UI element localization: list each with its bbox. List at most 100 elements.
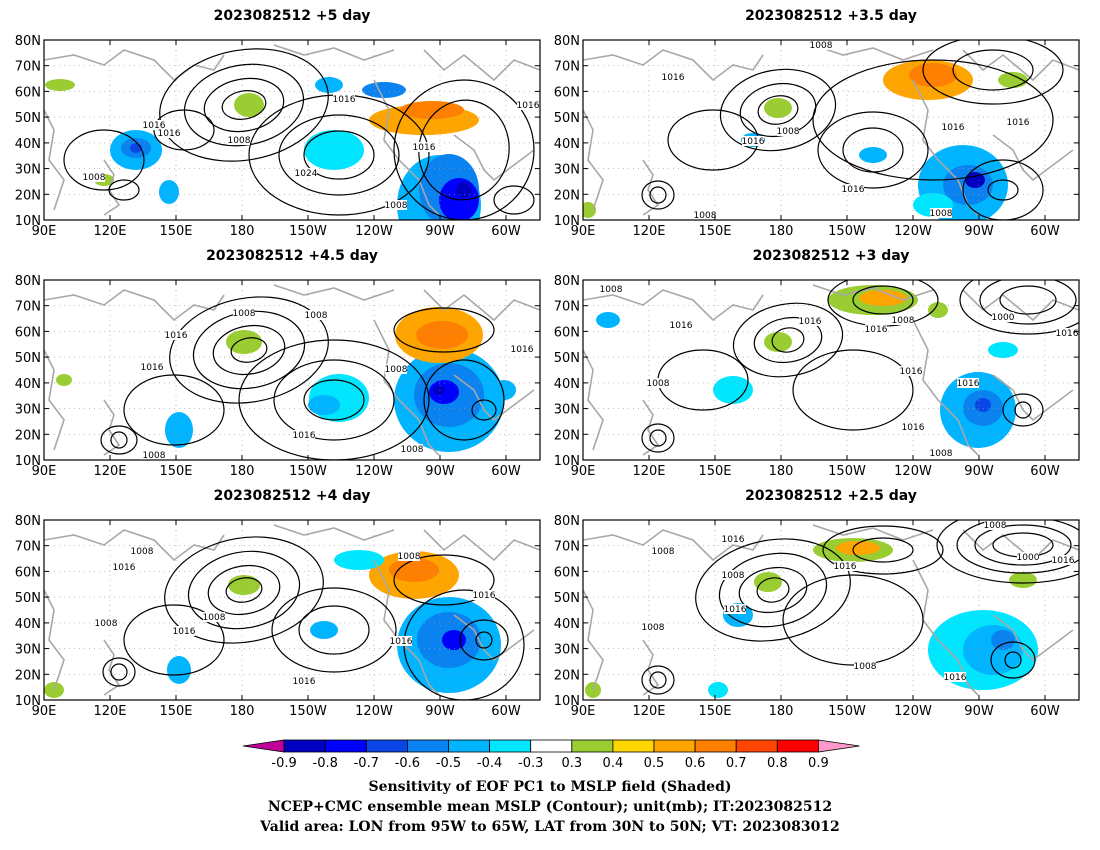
lat-label: 20N — [554, 428, 580, 443]
lat-label: 20N — [554, 668, 580, 683]
mslp-contour — [238, 339, 430, 460]
coastline — [642, 399, 660, 456]
lon-label: 120E — [632, 704, 665, 719]
panel-title-plus-4-day: 2023082512 +4 day — [214, 488, 371, 504]
coastline — [962, 49, 1079, 82]
coastline — [912, 319, 979, 456]
contour-label: 1008 — [694, 211, 717, 221]
lat-label: 10N — [15, 454, 41, 469]
lon-label: 90W — [964, 464, 994, 479]
lat-label: 60N — [554, 325, 580, 340]
mslp-contour — [164, 536, 324, 644]
lon-label: 90E — [571, 224, 596, 239]
lat-label: 30N — [554, 403, 580, 418]
lon-label: 60W — [491, 464, 521, 479]
lon-label: 180 — [230, 224, 255, 239]
lat-label: 30N — [15, 643, 41, 658]
mslp-contour — [423, 359, 505, 441]
contour-label-bg — [158, 128, 180, 138]
contour-label-bg — [662, 72, 684, 82]
contour-label: 1016 — [724, 605, 747, 615]
coastline — [44, 109, 65, 211]
lat-label: 80N — [15, 274, 41, 289]
mslp-contour — [123, 604, 225, 676]
contour-label: 1008 — [305, 311, 328, 321]
lon-label: 120W — [355, 704, 393, 719]
lon-label: 90W — [425, 704, 455, 719]
contour-label: 1008 — [930, 209, 953, 219]
coastline — [453, 614, 535, 662]
contour-label-bg — [413, 142, 435, 152]
sensitivity-shading — [334, 550, 384, 570]
contour-label: 1008 — [810, 41, 833, 51]
colorbar-end-high — [818, 739, 860, 753]
lat-label: 10N — [15, 214, 41, 229]
contour-label: 1016 — [517, 101, 540, 111]
sensitivity-shading — [308, 395, 340, 415]
colorbar-swatch — [365, 739, 408, 753]
contour-label-bg — [131, 546, 153, 556]
coastline — [453, 374, 535, 422]
coastline — [962, 289, 1079, 322]
contour-label-bg — [642, 622, 664, 632]
contour-label: 1000 — [1017, 553, 1040, 563]
lon-label: 150W — [289, 224, 327, 239]
colorbar-swatch — [406, 739, 449, 753]
colorbar-swatch — [776, 739, 819, 753]
lat-label: 60N — [15, 325, 41, 340]
lat-label: 10N — [554, 454, 580, 469]
contour-label-bg — [930, 208, 952, 218]
coastline — [273, 44, 395, 61]
contour-label-bg — [401, 444, 423, 454]
sensitivity-shading — [442, 630, 466, 650]
contour-label-bg — [390, 636, 412, 646]
contour-label: 1016 — [158, 129, 181, 139]
contour-label: 1016 — [333, 95, 356, 105]
lat-label: 10N — [554, 214, 580, 229]
contour-label: 1008 — [203, 613, 226, 623]
mslp-contour — [812, 59, 1054, 181]
contour-label-bg — [944, 672, 966, 682]
contour-label: 1016 — [1056, 329, 1079, 339]
lat-label: 80N — [15, 34, 41, 49]
contour-label: 1024 — [295, 169, 318, 179]
coastline — [642, 639, 660, 696]
colorbar-tick-label: 0.4 — [603, 756, 624, 771]
contour-label: 1008 — [652, 547, 675, 557]
colorbar-swatch — [489, 739, 532, 753]
lon-label: 180 — [769, 464, 794, 479]
contour-label: 1008 — [131, 547, 154, 557]
coastline — [423, 529, 540, 562]
contour-label: 1008 — [143, 451, 166, 461]
panel-title-plus-3-day: 2023082512 +3 day — [753, 248, 910, 264]
mslp-contour — [1014, 401, 1032, 419]
sensitivity-shading — [1009, 572, 1037, 588]
lon-label: 150E — [159, 704, 192, 719]
contour-label: 1016 — [293, 431, 316, 441]
mslp-contour — [987, 179, 1019, 201]
colorbar-tick-label: 0.9 — [808, 756, 829, 771]
lon-label: 60W — [1030, 704, 1060, 719]
map-area: 1008 1008 1016 1016 1008 1016 1016 1008 1008 — [44, 280, 540, 461]
sensitivity-shading — [909, 63, 957, 87]
contour-label: 1008 — [642, 623, 665, 633]
colorbar-swatch — [530, 739, 573, 753]
mslp-contour — [936, 520, 1079, 584]
map-area: 1008 1016 1008 1016 1016 1008 1000 1016 1016 1016… — [583, 280, 1079, 460]
contour-label: 1016 — [944, 673, 967, 683]
mslp-contour — [1002, 393, 1044, 427]
mslp-contour — [493, 185, 535, 215]
lon-label: 180 — [769, 224, 794, 239]
lat-label: 60N — [15, 565, 41, 580]
lon-label: 90E — [32, 464, 57, 479]
contour-label: 1008 — [385, 201, 408, 211]
lat-label: 80N — [554, 34, 580, 49]
lat-label: 80N — [554, 514, 580, 529]
contour-label-bg — [293, 430, 315, 440]
lon-label: 180 — [230, 464, 255, 479]
contour-label-bg — [1052, 555, 1074, 565]
map-area: 1008 1016 1008 1016 1008 1016 1008 1016 1000 1016… — [583, 520, 1079, 700]
contour-label: 1016 — [1007, 118, 1030, 128]
lat-label: 70N — [554, 540, 580, 555]
